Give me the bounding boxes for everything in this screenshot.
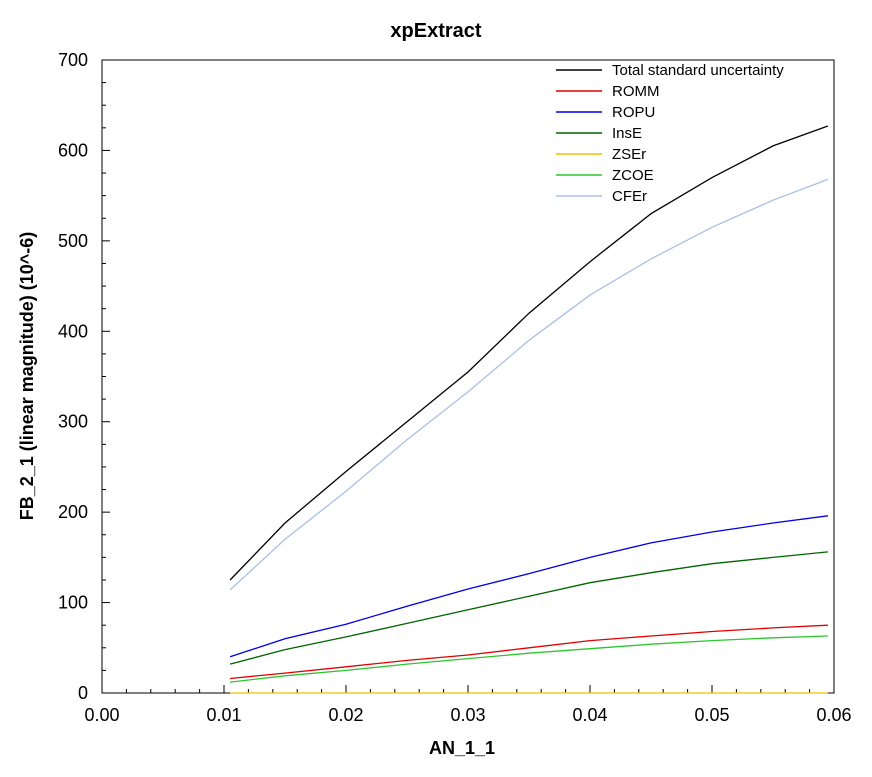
series-line-inse (229, 551, 828, 665)
series-layer (229, 125, 829, 694)
x-tick-label: 0.05 (694, 705, 729, 725)
x-tick-label: 0.01 (206, 705, 241, 725)
y-tick-label: 0 (78, 683, 88, 703)
legend-label: InsE (612, 125, 642, 142)
y-tick-label: 100 (58, 593, 88, 613)
y-tick-label: 400 (58, 321, 88, 341)
x-axis-title: AN_1_1 (429, 738, 495, 758)
legend-label: Total standard uncertainty (612, 62, 784, 79)
x-tick-label: 0.00 (84, 705, 119, 725)
y-tick-label: 200 (58, 502, 88, 522)
series-line-ropu (229, 515, 828, 658)
legend-label: ROMM (612, 83, 660, 100)
series-line-total-standard-uncertainty (229, 125, 829, 581)
series-line-cfer (229, 178, 829, 591)
chart-title: xpExtract (390, 20, 481, 42)
x-tick-label: 0.02 (328, 705, 363, 725)
x-tick-label: 0.03 (450, 705, 485, 725)
legend-label: ROPU (612, 104, 655, 121)
x-tick-label: 0.06 (816, 705, 851, 725)
legend: Total standard uncertainty ROMM ROPU InsE ZS… (556, 62, 784, 205)
y-axis-title: FB_2_1 (linear magnitude) (10^-6) (17, 232, 37, 521)
x-axis: 0.00 0.01 0.02 0.03 0.04 0.05 0.06 (84, 685, 852, 725)
legend-label: CFEr (612, 188, 647, 205)
y-tick-label: 700 (58, 50, 88, 70)
y-tick-label: 300 (58, 412, 88, 432)
x-tick-label: 0.04 (572, 705, 607, 725)
y-axis: 0 100 200 300 400 500 600 700 (58, 50, 110, 703)
series-line-zcoe (230, 635, 828, 683)
y-tick-label: 500 (58, 231, 88, 251)
plot-frame (101, 59, 835, 694)
legend-label: ZSEr (612, 146, 646, 163)
series-line-romm (230, 624, 828, 680)
legend-label: ZCOE (612, 167, 654, 184)
y-tick-label: 600 (58, 140, 88, 160)
